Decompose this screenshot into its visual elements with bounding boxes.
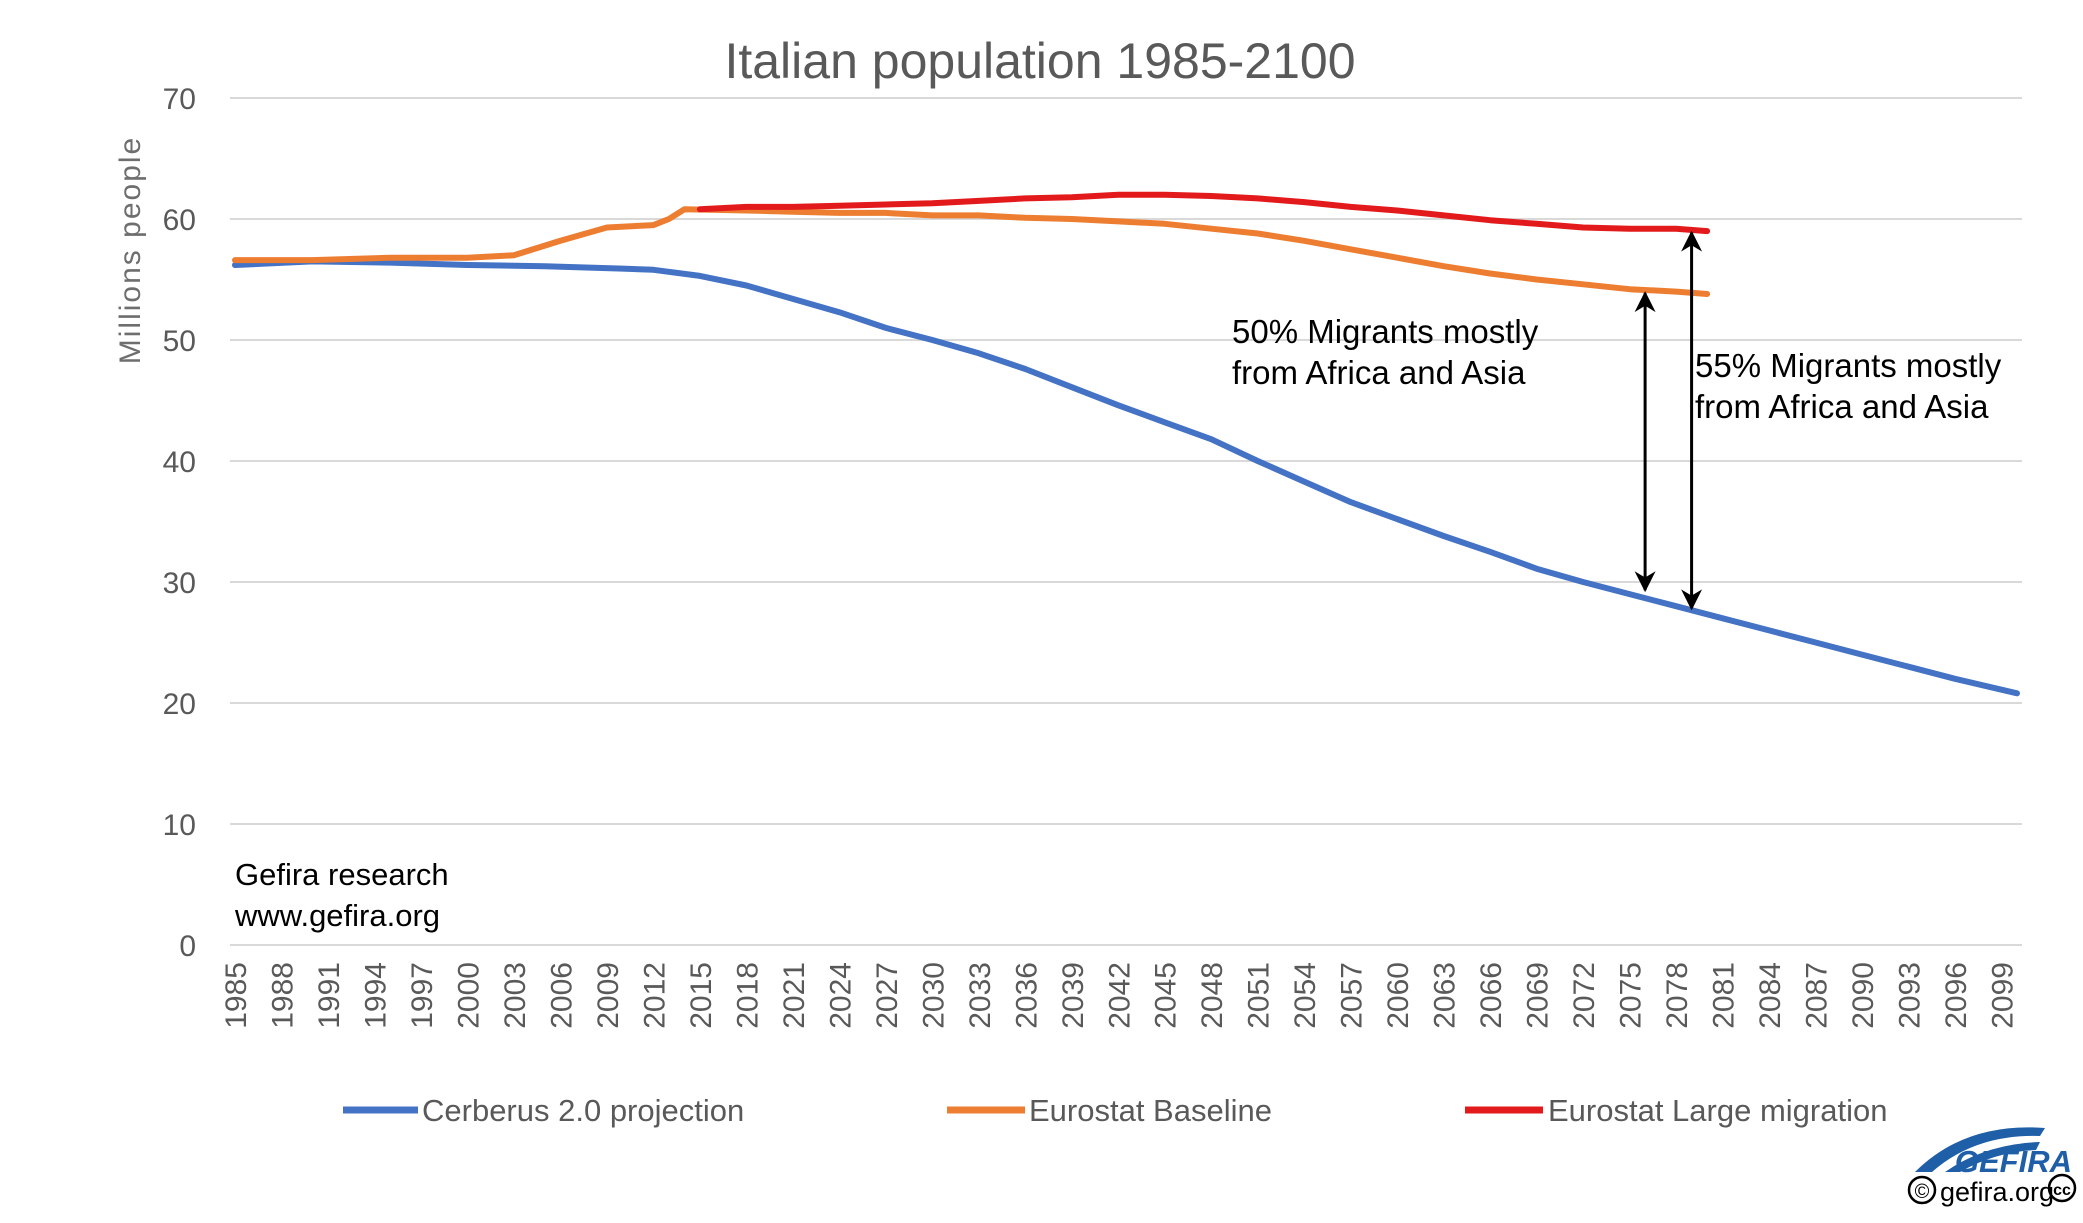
x-tick-label: 2081 <box>1708 962 1741 1029</box>
x-tick-label: 1994 <box>359 962 392 1029</box>
x-tick-label: 2033 <box>964 962 997 1029</box>
x-tick-label: 2084 <box>1754 962 1787 1029</box>
x-tick-label: 2096 <box>1940 962 1973 1029</box>
x-tick-label: 2054 <box>1289 962 1322 1029</box>
y-tick-label: 40 <box>163 446 196 479</box>
y-tick-label: 60 <box>163 204 196 237</box>
chart-title: Italian population 1985-2100 <box>724 33 1355 89</box>
x-tick-label: 2048 <box>1196 962 1229 1029</box>
x-tick-label: 2069 <box>1522 962 1555 1029</box>
x-tick-label: 1997 <box>406 962 439 1029</box>
x-tick-label: 2087 <box>1801 962 1834 1029</box>
x-tick-label: 2057 <box>1336 962 1369 1029</box>
x-tick-label: 2072 <box>1568 962 1601 1029</box>
x-tick-label: 2009 <box>592 962 625 1029</box>
x-tick-label: 2036 <box>1010 962 1043 1029</box>
logo-site: gefira.org <box>1940 1177 2054 1207</box>
x-tick-label: 2075 <box>1615 962 1648 1029</box>
x-tick-label: 2060 <box>1382 962 1415 1029</box>
y-axis-label: Millions people <box>114 136 147 364</box>
x-tick-label: 2066 <box>1475 962 1508 1029</box>
x-tick-label: 1991 <box>313 962 346 1029</box>
y-tick-label: 70 <box>163 83 196 116</box>
legend-label-large-migration: Eurostat Large migration <box>1548 1093 1887 1128</box>
x-tick-label: 2030 <box>917 962 950 1029</box>
x-tick-label: 2063 <box>1429 962 1462 1029</box>
x-tick-label: 2000 <box>452 962 485 1029</box>
annotation-text: 50% Migrants mostly <box>1232 313 1539 350</box>
credit: Gefira research www.gefira.org <box>234 857 449 933</box>
x-tick-label: 2039 <box>1057 962 1090 1029</box>
x-tick-label: 2078 <box>1661 962 1694 1029</box>
logo-swoosh-icon <box>1915 1127 2045 1172</box>
x-tick-label: 2006 <box>545 962 578 1029</box>
series-line-cerberus <box>232 258 2020 697</box>
x-tick-label: 2090 <box>1847 962 1880 1029</box>
annotation-text: 55% Migrants mostly <box>1695 347 2002 384</box>
y-tick-label: 30 <box>163 567 196 600</box>
annotation-text: from Africa and Asia <box>1232 354 1526 391</box>
x-tick-label: 2015 <box>685 962 718 1029</box>
x-tick-label: 2093 <box>1894 962 1927 1029</box>
creative-commons-icon <box>2047 1173 2077 1203</box>
gefira-logo: GEFIRA © gefira.org cc <box>1907 1127 2077 1207</box>
credit-line-2: www.gefira.org <box>234 898 440 933</box>
credit-line-1: Gefira research <box>235 857 449 892</box>
x-tick-label: 2027 <box>871 962 904 1029</box>
x-tick-label: 2018 <box>731 962 764 1029</box>
annotations: 50% Migrants mostly from Africa and Asia 5… <box>1232 230 2002 611</box>
copyright-icon <box>1907 1175 1937 1205</box>
x-tick-label: 2099 <box>1987 962 2020 1029</box>
gridlines <box>230 97 2022 946</box>
x-tick-label: 1985 <box>220 962 253 1029</box>
legend-label-baseline: Eurostat Baseline <box>1029 1093 1272 1128</box>
x-tick-labels: 1985 1988 1991 1994 1997 2000 2003 2006 2009 2012… <box>220 962 2020 1029</box>
annotation-text: from Africa and Asia <box>1695 388 1989 425</box>
cc-symbol: cc <box>2053 1182 2071 1199</box>
x-tick-label: 2051 <box>1243 962 1276 1029</box>
x-tick-label: 2021 <box>778 962 811 1029</box>
x-tick-label: 2012 <box>638 962 671 1029</box>
legend: Cerberus 2.0 projection Eurostat Baselin… <box>343 1093 1887 1128</box>
logo-swoosh-inner-icon <box>1945 1142 2040 1172</box>
y-tick-label: 50 <box>163 325 196 358</box>
x-tick-label: 2042 <box>1103 962 1136 1029</box>
y-tick-label: 10 <box>163 809 196 842</box>
legend-label-cerberus: Cerberus 2.0 projection <box>422 1093 744 1128</box>
logo-brand: GEFIRA <box>1955 1144 2072 1179</box>
x-tick-label: 1988 <box>266 962 299 1029</box>
series-line-large-migration <box>696 191 1711 235</box>
series-line-baseline <box>232 206 1711 297</box>
copyright-symbol: © <box>1915 1181 1930 1203</box>
x-tick-label: 2024 <box>824 962 857 1029</box>
y-tick-label: 0 <box>179 930 196 963</box>
y-tick-labels: 0 10 20 30 40 50 60 70 <box>163 83 196 963</box>
x-tick-label: 2003 <box>499 962 532 1029</box>
series-lines <box>232 191 2020 697</box>
y-tick-label: 20 <box>163 688 196 721</box>
x-tick-label: 2045 <box>1150 962 1183 1029</box>
